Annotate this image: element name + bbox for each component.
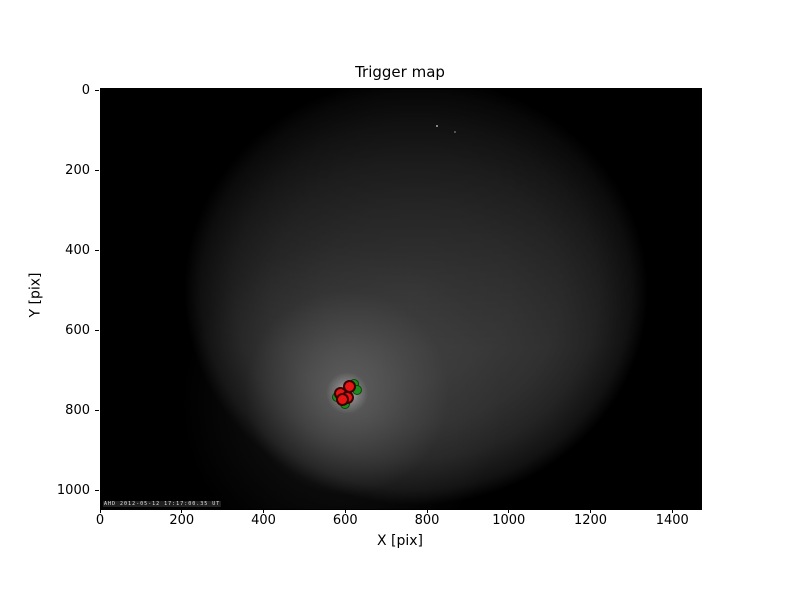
x-tick-label: 1000 <box>492 513 526 528</box>
y-tick-label: 1000 <box>56 482 90 498</box>
x-tick-label: 1400 <box>655 513 689 528</box>
y-tick-label: 800 <box>65 402 90 418</box>
y-tick-mark <box>95 409 99 411</box>
x-tick-label: 400 <box>251 513 276 528</box>
y-tick-mark <box>95 489 99 491</box>
x-tick-mark <box>99 509 101 513</box>
x-tick-label: 200 <box>169 513 195 528</box>
x-axis-label: X [pix] <box>376 533 424 549</box>
y-tick-mark <box>95 249 99 251</box>
plot-title: Trigger map <box>355 63 445 81</box>
x-tick-label: 1200 <box>573 513 608 528</box>
y-tick-label: 0 <box>81 82 90 98</box>
x-tick-mark <box>426 509 428 513</box>
y-tick-label: 200 <box>65 162 90 178</box>
x-tick-mark <box>263 509 264 513</box>
x-tick-mark <box>508 509 510 513</box>
camera-timestamp-overlay: AHD 2012-05-12 17:17:00.35 UT <box>103 501 222 507</box>
x-tick-mark <box>671 509 673 513</box>
plot-area: AHD 2012-05-12 17:17:00.35 UT <box>100 88 702 510</box>
x-tick-label: 0 <box>95 513 105 528</box>
y-tick-mark <box>95 169 99 171</box>
x-tick-mark <box>344 509 346 513</box>
y-tick-mark <box>95 329 99 331</box>
y-axis-label: Y [pix] <box>27 272 44 318</box>
x-tick-label: 600 <box>332 513 358 528</box>
triggered-pixel-marker <box>336 393 350 407</box>
x-tick-mark <box>181 509 183 513</box>
y-tick-label: 600 <box>65 322 90 338</box>
faint-star-dot <box>435 124 438 127</box>
x-tick-label: 800 <box>414 513 440 528</box>
y-tick-label: 400 <box>65 242 90 258</box>
y-tick-mark <box>95 89 99 91</box>
faint-star-dot <box>454 130 457 133</box>
x-tick-mark <box>590 509 591 513</box>
